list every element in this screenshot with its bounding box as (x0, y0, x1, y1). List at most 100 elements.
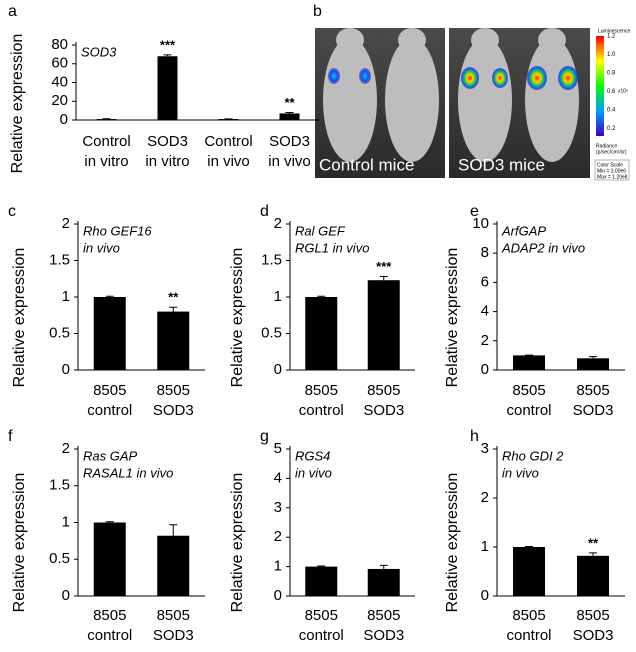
y-tick-label: 2 (62, 440, 70, 457)
error-bar (589, 357, 597, 359)
x-tick-label: Control (82, 133, 130, 150)
y-tick-label: 0 (60, 111, 68, 128)
y-tick-label: 3 (481, 440, 489, 457)
y-tick-label: 0 (62, 361, 70, 378)
bar (280, 113, 300, 120)
y-tick-label: 1.5 (49, 251, 70, 268)
y-tick-label: 1 (274, 288, 282, 305)
x-tick-label: SOD3 (573, 627, 614, 644)
chart-title: in vivo (83, 240, 120, 255)
x-tick-label: 8505 (367, 607, 400, 624)
significance: ** (168, 290, 179, 305)
y-tick-label: 2 (62, 215, 70, 232)
x-tick-label: 8505 (512, 607, 545, 624)
y-axis-label: Relative expression (229, 473, 246, 613)
error-bar (106, 522, 114, 523)
y-tick-label: 4 (274, 469, 282, 486)
error-bar (286, 113, 294, 114)
x-tick-label: control (299, 627, 344, 644)
y-tick-label: 3 (274, 499, 282, 516)
chart-title: SOD3 (81, 44, 117, 59)
bar (305, 567, 337, 596)
y-axis-label: Relative expression (11, 248, 28, 388)
panel-letter: b (313, 3, 322, 20)
y-tick-label: 6 (481, 273, 489, 290)
panel-letter: a (8, 3, 17, 20)
x-tick-label: 8505 (576, 382, 609, 399)
y-tick-label: 0 (481, 587, 489, 604)
x-tick-label: control (506, 627, 551, 644)
chart-panel: a Relative expression SOD3 Control in vitro *… (8, 3, 320, 173)
x-tick-label: 8505 (512, 382, 545, 399)
y-tick-label: 4 (481, 303, 489, 320)
bar (368, 280, 400, 370)
error-bar (317, 566, 325, 567)
chart-title: RASAL1 in vivo (83, 465, 173, 480)
chart-title: ArfGAP (501, 223, 546, 238)
bar (577, 556, 609, 596)
chart-panel: c Relative expression Rho GEF16 in vivo 8505… (8, 203, 205, 419)
bar (94, 523, 126, 597)
bar (157, 312, 189, 370)
y-tick-label: 0.5 (49, 550, 70, 567)
x-tick-label: SOD3 (363, 402, 404, 419)
colorbar-tick: 0.4 (607, 108, 616, 114)
panel-letter: f (8, 428, 13, 445)
x-tick-label: SOD3 (269, 133, 310, 150)
chart-title: Rho GEF16 (83, 223, 152, 238)
chart-title: RGL1 in vivo (295, 240, 369, 255)
panel-letter: c (8, 203, 16, 220)
x-tick-label: 8505 (157, 382, 190, 399)
x-tick-label: in vivo (207, 153, 250, 170)
chart-title: RGS4 (295, 448, 330, 463)
error-bar (169, 525, 177, 536)
chart-title: ADAP2 in vivo (501, 240, 585, 255)
y-tick-label: 1 (62, 288, 70, 305)
x-tick-label: SOD3 (147, 133, 188, 150)
y-tick-label: 2 (481, 489, 489, 506)
chart-title: in vivo (295, 465, 332, 480)
y-tick-label: 1.5 (49, 477, 70, 494)
error-bar (164, 55, 172, 56)
colorbar-tick: 0.2 (607, 126, 616, 132)
y-tick-label: 40 (51, 73, 68, 90)
bar (157, 536, 189, 596)
error-bar (169, 307, 177, 311)
bar (305, 297, 337, 370)
y-tick-label: 1 (481, 538, 489, 555)
error-bar (317, 296, 325, 297)
colorbar-tick: 0.8 (607, 71, 616, 77)
x-tick-label: SOD3 (153, 402, 194, 419)
panel-letter: h (470, 428, 479, 445)
y-tick-label: 1 (274, 558, 282, 575)
significance: *** (160, 37, 176, 52)
photo-label: SOD3 mice (458, 155, 545, 174)
colorbar (596, 36, 604, 136)
y-tick-label: 2 (481, 332, 489, 349)
y-axis-label: Relative expression (444, 473, 461, 613)
colorbar-exponent: x10⁸ (618, 88, 628, 94)
y-tick-label: 5 (274, 440, 282, 457)
significance: ** (588, 535, 599, 550)
bar (368, 569, 400, 596)
x-tick-label: 8505 (305, 607, 338, 624)
x-tick-label: in vitro (84, 153, 128, 170)
x-tick-label: in vitro (145, 153, 189, 170)
bar (158, 56, 178, 120)
panel-letter: g (260, 428, 269, 445)
x-tick-label: control (87, 402, 132, 419)
colorbar-scale: Max = 1.20e8 (597, 174, 628, 180)
chart-title: in vivo (502, 465, 539, 480)
bar (513, 547, 545, 596)
y-tick-label: 10 (472, 215, 489, 232)
y-axis-label: Relative expression (9, 34, 26, 174)
y-axis-label: Relative expression (11, 473, 28, 613)
x-tick-label: 8505 (305, 382, 338, 399)
x-tick-label: SOD3 (363, 627, 404, 644)
y-tick-label: 1 (62, 513, 70, 530)
